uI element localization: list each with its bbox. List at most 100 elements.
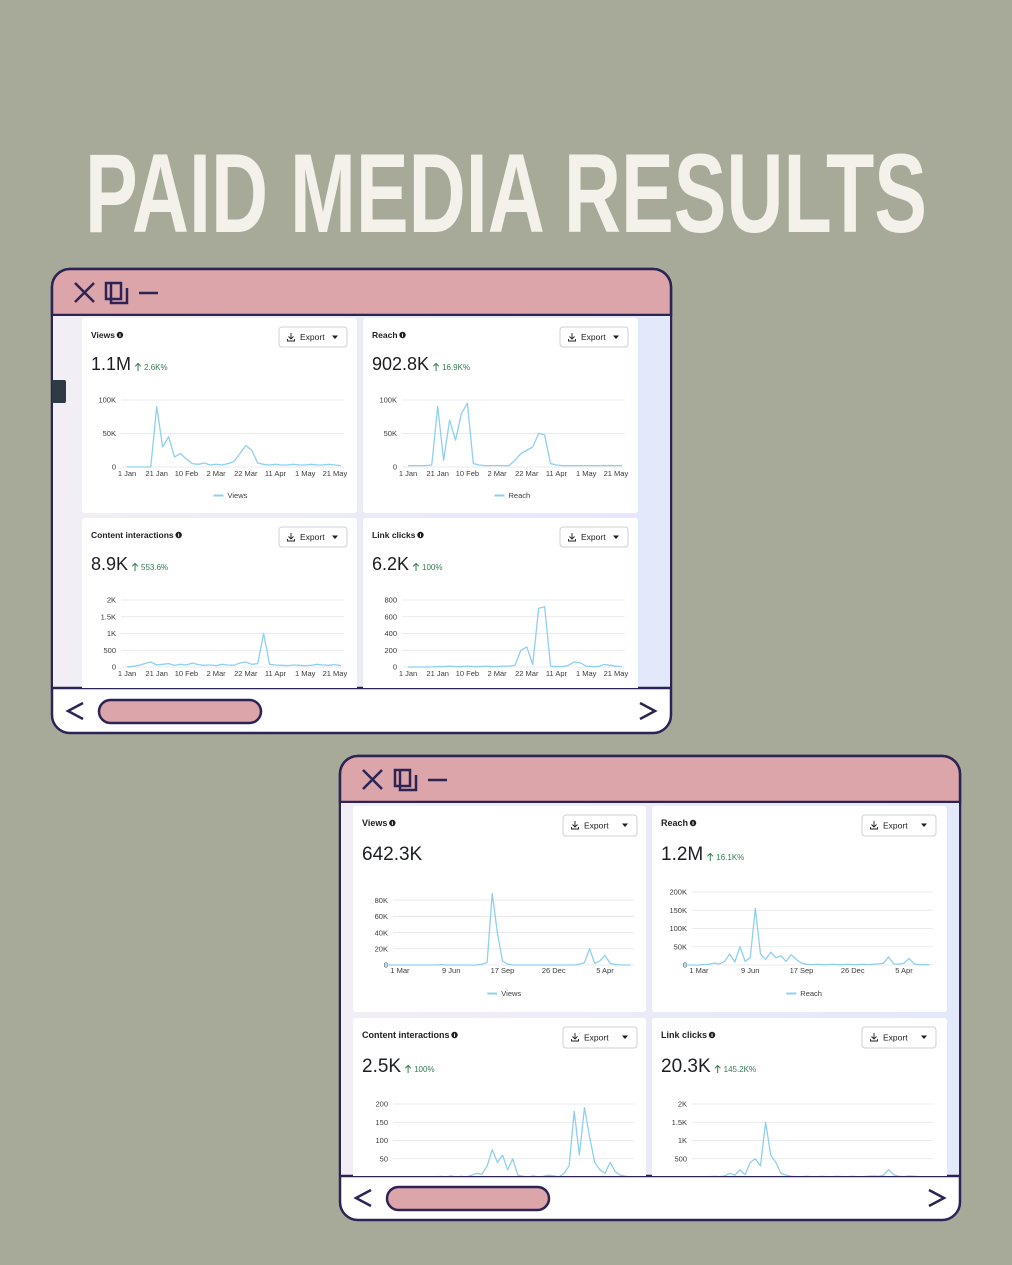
y-tick-label: 200K — [669, 888, 687, 897]
data-line — [126, 632, 341, 668]
x-tick-label: 1 Jan — [118, 669, 136, 678]
y-tick-label: 0 — [393, 463, 397, 472]
x-tick-label: 11 Apr — [265, 469, 287, 478]
change-arrow — [432, 362, 440, 371]
y-tick-label: 2K — [678, 1100, 687, 1109]
y-tick-label: 50K — [103, 429, 116, 438]
x-tick-label: 1 Jan — [118, 469, 136, 478]
x-tick-label: 11 Apr — [546, 669, 568, 678]
y-tick-label: 50K — [674, 942, 687, 951]
x-tick-label: 1 Mar — [390, 966, 410, 975]
x-tick-label: 21 May — [323, 669, 348, 678]
dropdown-arrow — [622, 1035, 628, 1039]
scroll-left[interactable] — [353, 1188, 372, 1208]
export-button[interactable] — [278, 526, 348, 548]
scroll-left[interactable] — [65, 701, 84, 721]
y-tick-label: 600 — [384, 612, 397, 621]
dropdown-arrow — [332, 535, 338, 539]
y-tick-label: 500 — [103, 646, 116, 655]
x-tick-label: 1 May — [295, 469, 316, 478]
dropdown-arrow — [613, 335, 619, 339]
x-tick-label: 1 Jan — [399, 469, 417, 478]
total-value: 902.8K — [372, 354, 429, 374]
scroll-right[interactable] — [928, 1188, 947, 1208]
change-arrow — [707, 852, 714, 861]
change-arrow — [714, 1064, 721, 1073]
scroll-right[interactable] — [639, 701, 658, 721]
y-tick-label: 800 — [384, 596, 397, 605]
change-value: 16.9K% — [442, 363, 470, 372]
page-title: PAID MEDIA RESULTS — [85, 131, 927, 256]
export-button[interactable] — [559, 326, 629, 348]
y-tick-label: 150 — [375, 1118, 388, 1127]
dropdown-arrow — [613, 535, 619, 539]
legend-label: Views — [228, 491, 248, 500]
x-tick-label: 10 Feb — [175, 669, 198, 678]
close-icon[interactable] — [74, 282, 95, 303]
chart-title: Views — [91, 330, 115, 340]
dropdown-arrow — [622, 823, 628, 827]
card-background — [652, 1018, 947, 1176]
total-value: 20.3K — [661, 1056, 711, 1077]
change-value: 145.2K% — [724, 1065, 756, 1074]
chart-title: Content interactions — [362, 1030, 450, 1040]
y-tick-label: 1K — [678, 1136, 687, 1145]
total-value: 6.2K — [372, 554, 409, 574]
scrollbar-thumb[interactable] — [97, 698, 263, 725]
export-button[interactable] — [562, 814, 638, 837]
chart-card: Content interactions Export 8.9K 553.6% 0 500… — [82, 518, 357, 688]
y-tick-label: 200 — [375, 1100, 388, 1109]
change-arrow — [412, 562, 420, 571]
x-tick-label: 21 Jan — [145, 669, 168, 678]
y-tick-label: 50K — [384, 429, 397, 438]
window: Views Export 1.1M 2.6K% 0 50K 100K 1 Jan 21 Jan 1… — [50, 267, 673, 735]
export-button[interactable] — [278, 326, 348, 348]
x-tick-label: 10 Feb — [456, 469, 479, 478]
total-value: 8.9K — [91, 554, 128, 574]
export-label: Export — [584, 821, 609, 831]
x-tick-label: 21 May — [604, 669, 629, 678]
copy-icon[interactable] — [104, 281, 129, 305]
export-button[interactable] — [559, 526, 629, 548]
close-icon[interactable] — [362, 769, 383, 790]
download-icon — [287, 533, 295, 542]
chart-title: Link clicks — [661, 1030, 707, 1040]
download-icon — [568, 333, 576, 342]
change-arrow — [404, 1064, 412, 1073]
scrollbar-thumb[interactable] — [385, 1185, 551, 1212]
x-tick-label: 1 Jan — [399, 669, 417, 678]
x-tick-label: 5 Apr — [895, 966, 913, 975]
x-tick-label: 21 Jan — [426, 469, 449, 478]
copy-icon[interactable] — [393, 768, 418, 792]
y-tick-label: 2K — [107, 596, 116, 605]
total-value: 2.5K — [362, 1056, 401, 1077]
x-tick-label: 10 Feb — [175, 469, 198, 478]
change-arrow — [131, 562, 139, 571]
export-button[interactable] — [562, 1026, 638, 1049]
data-line — [384, 892, 631, 966]
y-tick-label: 200 — [384, 646, 397, 655]
export-button[interactable] — [861, 1026, 937, 1049]
card-background — [353, 806, 646, 1012]
x-tick-label: 2 Mar — [207, 669, 227, 678]
dropdown-arrow — [921, 1035, 927, 1039]
y-tick-label: 500 — [674, 1154, 687, 1163]
y-tick-label: 20K — [375, 944, 388, 953]
y-tick-label: 100K — [379, 396, 397, 405]
y-tick-label: 60K — [375, 912, 388, 921]
legend-label: Reach — [800, 989, 822, 998]
x-tick-label: 22 Mar — [234, 669, 258, 678]
y-tick-label: 1.5K — [672, 1118, 687, 1127]
x-tick-label: 10 Feb — [456, 669, 479, 678]
export-button[interactable] — [861, 814, 937, 837]
export-label: Export — [581, 332, 606, 342]
chart-title: Content interactions — [91, 530, 174, 540]
data-line — [127, 406, 341, 468]
y-tick-label: 100K — [98, 396, 116, 405]
chart-card: Reach Export 902.8K 16.9K% 0 50K 100K 1 Jan 21 J… — [363, 318, 638, 513]
x-tick-label: 17 Sep — [790, 966, 814, 975]
export-label: Export — [883, 821, 908, 831]
